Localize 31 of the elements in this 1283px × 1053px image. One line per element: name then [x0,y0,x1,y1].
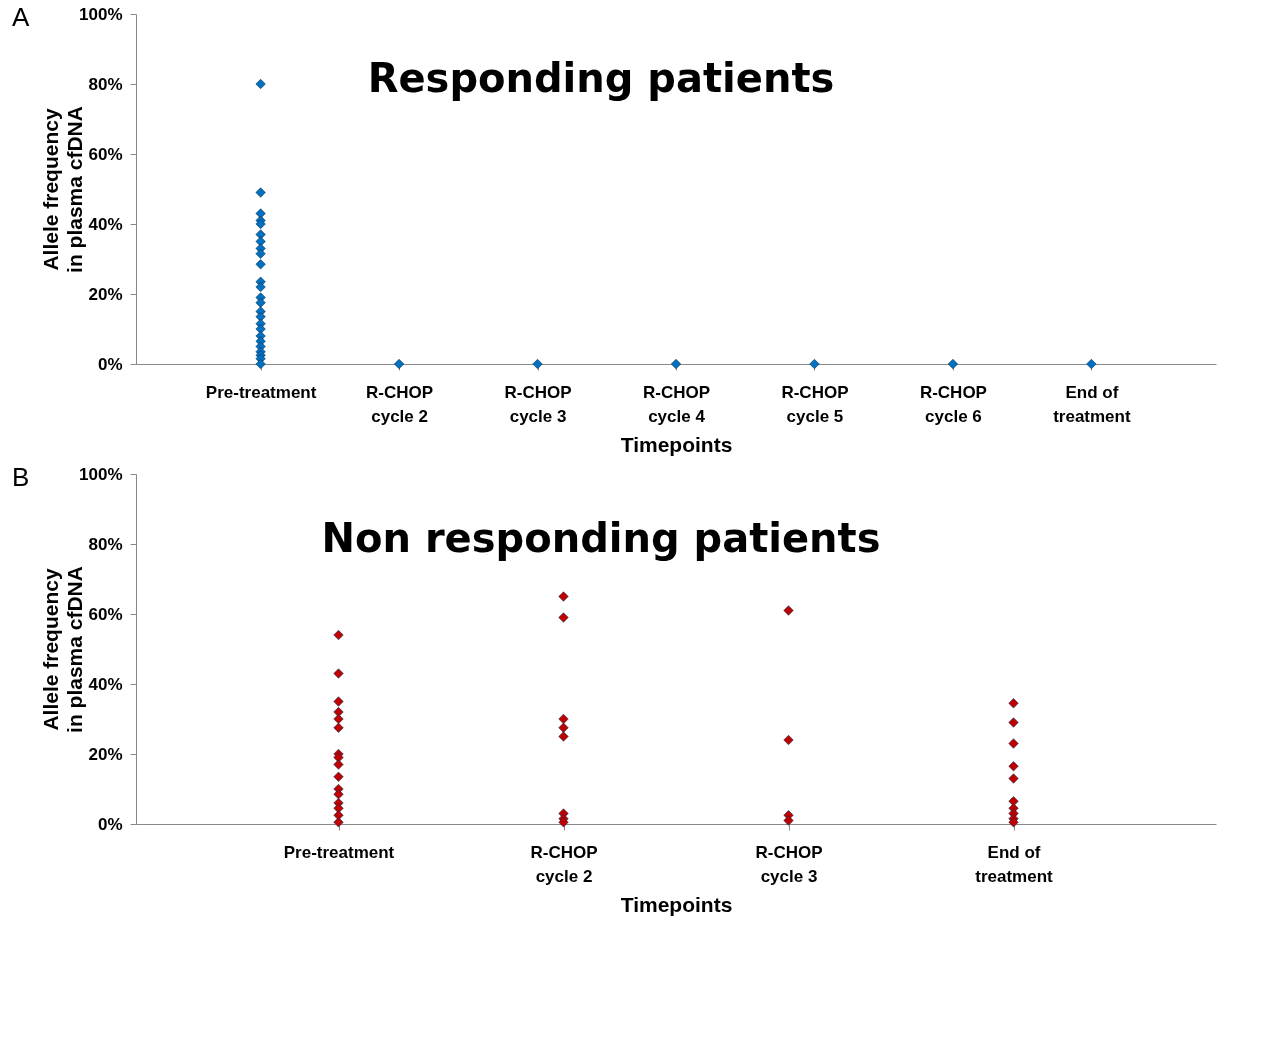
x-tick-label: End of treatment [1053,382,1131,426]
x-tick-label: R-CHOP cycle 4 [642,382,711,426]
y-tick-label: 80% [88,534,123,554]
y-tick-label: 0% [97,814,123,834]
x-axis-title: Timepoints [620,892,733,916]
y-tick-label: 60% [88,144,123,164]
y-tick-label: 20% [88,744,123,764]
x-tick-label: End of treatment [975,842,1054,886]
x-tick-label: R-CHOP cycle 5 [781,382,849,426]
x-tick-label: R-CHOP cycle 2 [530,842,598,886]
text: Non responding patients [321,515,881,561]
y-tick-label: 0% [97,354,123,374]
x-tick-label: Pre-treatment [205,382,317,402]
x-tick-label: R-CHOP cycle 2 [366,382,434,426]
y-axis-title: Allele frequency in plasma cfDNA [38,106,86,273]
x-tick-label: R-CHOP cycle 3 [755,842,823,886]
x-tick-label: R-CHOP cycle 6 [919,382,987,426]
y-tick-label: 100% [79,464,123,484]
y-axis-title: Allele frequency in plasma cfDNA [38,566,86,733]
y-tick-label: 60% [88,604,123,624]
text: A [12,2,30,33]
text: B [12,462,30,493]
y-tick-label: 80% [88,74,123,94]
x-axis-title: Timepoints [620,432,733,456]
y-tick-label: 20% [88,284,123,304]
y-tick-label: 40% [88,674,123,694]
text: Responding patients [367,55,835,101]
y-tick-label: 100% [79,4,123,24]
y-tick-label: 40% [88,214,123,234]
x-tick-label: R-CHOP cycle 3 [504,382,572,426]
x-tick-label: Pre-treatment [283,842,395,862]
